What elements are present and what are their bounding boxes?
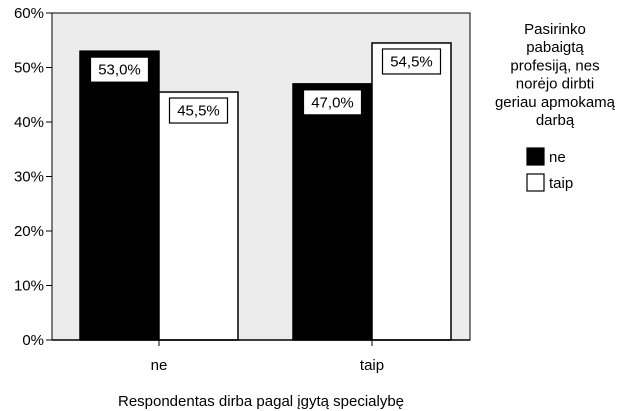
y-tick-label: 0% <box>22 332 44 349</box>
y-tick-label: 10% <box>14 278 44 295</box>
data-label-box <box>302 89 363 116</box>
legend-swatch-ne <box>526 147 545 166</box>
y-tick-label: 30% <box>14 169 44 186</box>
y-ticks-group: 0% 10% 20% 30% 40% 50% 60% <box>14 5 52 349</box>
bar-ne-taip <box>292 83 373 341</box>
data-label-box <box>381 48 442 75</box>
bar-ne-ne <box>79 50 160 341</box>
legend-title-line: pabaigtą <box>526 39 584 56</box>
legend-label: taip <box>549 175 573 192</box>
data-label: 53,0% <box>98 62 141 79</box>
data-labels-group: 53,0% 45,5% 47,0% 54,5% <box>89 48 442 124</box>
legend-title-line: profesiją, nes <box>510 57 599 74</box>
data-label: 45,5% <box>177 103 220 120</box>
legend-title-line: Pasirinko <box>524 21 586 38</box>
legend-swatch-taip <box>526 173 545 192</box>
legend-title-line: norėjo dirbti <box>516 76 594 93</box>
data-label: 47,0% <box>311 94 354 111</box>
x-tick-label: taip <box>360 357 384 374</box>
y-tick-label: 60% <box>14 5 44 22</box>
x-tick-label: ne <box>151 357 168 374</box>
legend-title-line: darbą <box>536 112 575 129</box>
x-ticks-group: ne taip <box>151 340 384 374</box>
data-label-box <box>89 56 150 83</box>
data-label-box <box>168 97 229 124</box>
x-axis-title: Respondentas dirba pagal įgytą specialyb… <box>118 393 404 410</box>
bar-taip-taip <box>371 42 452 341</box>
bar-taip-ne <box>158 91 239 341</box>
legend-label: ne <box>549 149 566 166</box>
y-tick-label: 40% <box>14 114 44 131</box>
legend-title-line: geriau apmokamą <box>495 94 616 111</box>
y-tick-label: 20% <box>14 223 44 240</box>
data-label: 54,5% <box>390 53 433 70</box>
y-tick-label: 50% <box>14 60 44 77</box>
bars-group <box>79 42 452 341</box>
